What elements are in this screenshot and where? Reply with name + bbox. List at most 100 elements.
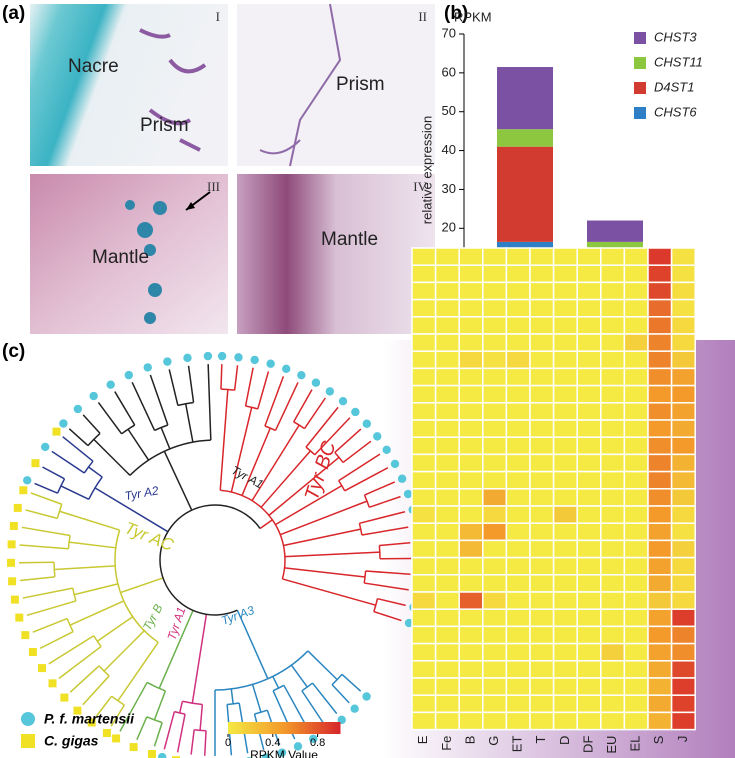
heatmap-cell (529, 591, 555, 610)
heatmap-cell (670, 488, 696, 507)
heatmap-cell (647, 419, 673, 438)
heatmap-cell (458, 505, 484, 524)
branch (305, 406, 339, 448)
tip-marker (338, 396, 348, 406)
heatmap-cell (576, 522, 602, 542)
heatmap-cell (552, 660, 578, 679)
heatmap-cell (670, 367, 696, 387)
heatmap-cell (600, 591, 626, 610)
heatmap-cell (600, 264, 626, 284)
heatmap-cell (552, 384, 578, 404)
colorbar-step (314, 722, 319, 734)
heatmap-cell (623, 711, 649, 731)
branch (159, 504, 261, 616)
heatmap-cell (623, 264, 649, 284)
heatmap-cell (529, 419, 555, 438)
heatmap-cell (647, 298, 673, 318)
heatmap-cell (434, 436, 460, 456)
colorbar-step (281, 722, 285, 734)
branch (121, 424, 136, 435)
colorbar-step (309, 722, 313, 734)
bar-segment (497, 67, 553, 130)
branch (48, 635, 95, 665)
heatmap-cell (670, 436, 696, 456)
branch (117, 641, 159, 702)
heatmap-cell (411, 625, 437, 645)
heatmap-cell (482, 384, 508, 404)
heatmap-cell (458, 642, 484, 662)
branch (220, 364, 223, 390)
heatmap-cell (670, 505, 696, 524)
heatmap-cell (482, 505, 508, 524)
tree (7, 351, 424, 758)
heatmap-cell (434, 281, 460, 301)
heatmap-cell (552, 522, 578, 542)
branch (58, 645, 102, 680)
branch (88, 476, 103, 500)
tip-marker (397, 474, 407, 483)
heatmap-cell (623, 608, 649, 628)
micrograph-numeral: IV (413, 179, 427, 194)
branch (334, 451, 344, 463)
tip-marker (373, 432, 382, 441)
branch (305, 446, 316, 456)
heatmap-cell (434, 522, 460, 542)
colorbar-step (298, 722, 302, 734)
heatmap-cell (600, 642, 626, 662)
tip-marker (129, 743, 138, 752)
branch (257, 371, 270, 410)
heatmap-cell (552, 574, 578, 593)
heatmap-cell (458, 694, 484, 714)
heatmap-cell (552, 298, 578, 318)
heatmap-cell (623, 642, 649, 662)
heatmap-cell (482, 453, 508, 473)
tip-marker (13, 503, 22, 512)
colorbar-step (264, 722, 268, 734)
heatmap-cell (600, 436, 626, 456)
tip-marker (362, 419, 372, 428)
heatmap-cell (600, 660, 626, 679)
branch (21, 526, 71, 537)
heatmap-cell (623, 660, 649, 679)
bar-segment (587, 220, 643, 242)
branch (127, 428, 150, 461)
legend-label: C. gigas (44, 733, 99, 749)
tip-marker (309, 734, 318, 743)
heatmap-cell (600, 333, 626, 352)
panel-label: (c) (2, 341, 25, 362)
heatmap-cell (411, 660, 437, 679)
heatmap-cell (434, 453, 460, 473)
heatmap-cell (482, 625, 508, 645)
tip-marker (282, 364, 291, 374)
heatmap-cell (458, 711, 484, 731)
branch (314, 417, 351, 456)
heatmap-cell (411, 281, 437, 301)
branch (88, 466, 103, 478)
branch (83, 460, 94, 474)
heatmap-cell (505, 367, 531, 387)
legend-swatch (634, 57, 646, 69)
heatmap-cell (434, 264, 460, 284)
branch (272, 684, 285, 692)
heatmap-cell (576, 264, 602, 284)
tip-marker (124, 370, 133, 380)
heatmap-cell (600, 539, 626, 559)
branch (34, 482, 58, 494)
branch (364, 582, 409, 591)
heatmap-cell (623, 298, 649, 318)
tip-marker (325, 387, 335, 396)
heatmap-cell (434, 505, 460, 524)
colorbar-step (278, 722, 282, 734)
column-label: EU (604, 736, 619, 754)
heatmap-cell (670, 247, 696, 266)
heatmap-cell (576, 677, 602, 696)
branch (82, 414, 101, 434)
heatmap-cell (505, 436, 531, 456)
heatmap-cell (505, 505, 531, 524)
heatmap-cell (434, 677, 460, 696)
heatmap-cell (434, 384, 460, 404)
heatmap-cell (458, 316, 484, 335)
heatmap-cell (600, 367, 626, 387)
colorbar-step (337, 722, 341, 734)
branch (42, 466, 65, 480)
